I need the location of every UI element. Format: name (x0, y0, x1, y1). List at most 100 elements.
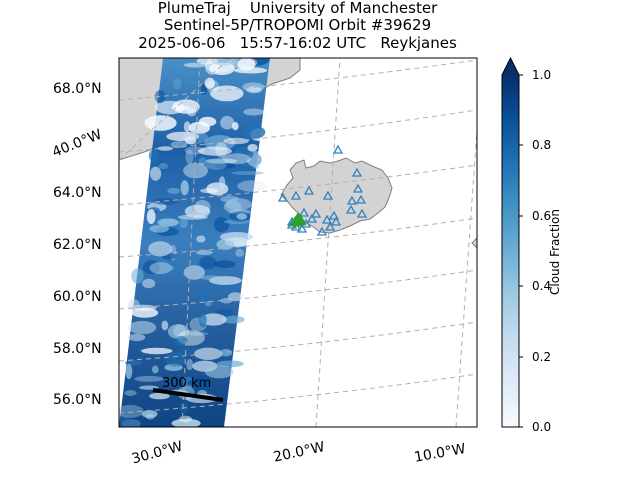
cloud-patch (237, 180, 266, 192)
cloud-patch (199, 256, 217, 270)
cloud-patch (204, 77, 215, 89)
lat-label-62n: 62.0°N (53, 237, 102, 253)
cloud-patch (155, 100, 185, 115)
cloud-patch (242, 125, 266, 139)
lat-label-60n: 60.0°N (53, 289, 102, 305)
cloud-patch (144, 115, 177, 131)
cloud-patch (205, 300, 212, 307)
cloud-patch (161, 320, 169, 331)
cloud-patch (179, 218, 188, 229)
cloud-patch (220, 115, 235, 130)
cloud-patch (186, 358, 194, 371)
cloud-patch (141, 410, 158, 418)
cloud-patch (171, 418, 201, 427)
cloud-patch (214, 163, 236, 169)
station-marker (346, 195, 358, 205)
colorbar-tick-2: 0.4 (532, 279, 552, 293)
cloud-patch (150, 166, 162, 181)
cloud-patch (194, 347, 223, 360)
title-line-3: 2025-06-06 15:57-16:02 UTC Reykjanes (138, 34, 457, 52)
cloud-patch (131, 307, 159, 318)
station-marker (290, 190, 302, 200)
cloud-patch (124, 390, 137, 396)
station-marker (316, 226, 328, 236)
cloud-patch (220, 195, 240, 203)
colorbar-label: Cloud Fraction (548, 209, 562, 295)
cloud-patch (149, 224, 169, 233)
cloud-patch (172, 78, 182, 90)
cloud-patch (234, 67, 268, 74)
station-marker (322, 190, 334, 200)
station-marker (332, 144, 344, 154)
station-marker (345, 204, 357, 214)
cloud-patch (223, 201, 242, 213)
cloud-patch (157, 146, 173, 151)
station-marker (352, 183, 364, 193)
cloud-fraction-swath (119, 58, 270, 427)
station-marker (330, 216, 342, 226)
cloud-patch (134, 375, 164, 382)
cloud-patch (149, 262, 172, 275)
cloud-patch (183, 162, 209, 179)
title-line-2: Sentinel-5P/TROPOMI Orbit #39629 (163, 16, 432, 34)
cloud-patch (216, 360, 244, 368)
lat-label-64n: 64.0°N (53, 185, 102, 201)
cloud-patch (194, 200, 211, 214)
colorbar-tick-5: 1.0 (532, 68, 552, 82)
cloud-patch (198, 116, 217, 127)
cloud-patch (174, 335, 188, 347)
cloud-patch (205, 158, 238, 164)
station-marker (356, 208, 368, 218)
station-marker (296, 223, 308, 233)
cloud-patch (186, 331, 209, 336)
cloud-patch (128, 320, 157, 335)
cloud-patch (121, 419, 141, 427)
cloud-patch (218, 176, 226, 191)
cloud-patch (210, 85, 244, 102)
cloud-patch (141, 347, 173, 355)
cloud-patch (231, 171, 264, 175)
cloud-patch (246, 86, 262, 94)
station-marker (298, 207, 310, 217)
cloud-patch (154, 90, 166, 104)
colorbar-tick-4: 0.8 (532, 138, 552, 152)
reykjanes-vent (289, 211, 307, 227)
cloud-patch (213, 217, 230, 233)
cloud-patch (183, 265, 205, 280)
station-marker (355, 194, 367, 204)
cloud-patch (180, 180, 189, 196)
cloud-patch (220, 297, 233, 304)
cloud-patch (167, 187, 181, 194)
cloud-patch (158, 163, 168, 170)
cloud-patch (119, 414, 131, 427)
cloud-patch (187, 379, 212, 387)
cloud-patch (183, 121, 191, 133)
colorbar (501, 56, 523, 428)
cloud-patch (173, 324, 186, 338)
cloud-patch (153, 198, 178, 205)
station-marker (306, 213, 318, 223)
cloud-patch (145, 413, 155, 420)
cloud-patch (219, 232, 254, 242)
cloud-patch (125, 363, 133, 380)
cloud-patch (131, 268, 144, 284)
cloud-patch (157, 218, 179, 227)
cloud-patch (200, 275, 223, 281)
cloud-patch (128, 333, 146, 342)
title-line-1: PlumeTraj University of Manchester (157, 0, 438, 17)
cloud-patch (235, 248, 244, 257)
cloud-patch (236, 213, 248, 220)
colorbar-tick-0: 0.0 (532, 420, 552, 434)
cloud-patch (247, 144, 258, 152)
station-marker (321, 214, 333, 224)
scale-bar-label: 300 km (162, 376, 212, 391)
cloud-patch (183, 417, 194, 427)
cloud-patch (152, 365, 159, 374)
cloud-patch (209, 276, 242, 285)
cloud-patch (198, 157, 207, 166)
cloud-patch (177, 214, 208, 220)
cloud-patch (200, 313, 227, 326)
cloud-patch (187, 108, 197, 117)
cloud-patch (119, 404, 144, 418)
cloud-patch (196, 235, 206, 243)
